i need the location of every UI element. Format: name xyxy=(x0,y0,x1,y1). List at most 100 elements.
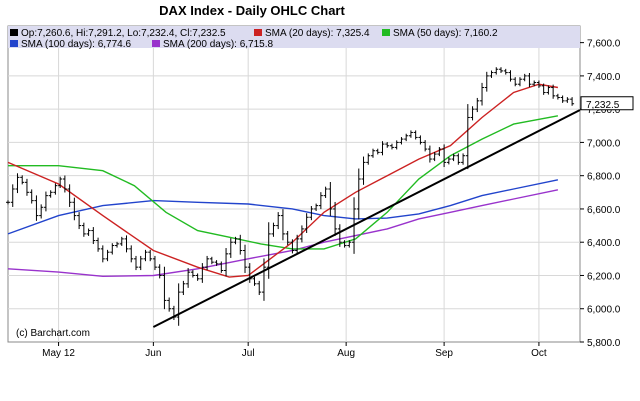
ohlc-bar xyxy=(129,245,134,263)
legend-band xyxy=(8,26,580,48)
last-price-marker: 7,232.5 xyxy=(580,96,634,111)
ohlc-bar xyxy=(484,71,489,92)
x-tick-label: Aug xyxy=(337,348,355,359)
ohlc-bar xyxy=(555,93,560,100)
ohlc-bar xyxy=(489,70,494,78)
ohlc-bar xyxy=(570,97,575,106)
ohlc-bar xyxy=(432,152,437,162)
y-tick-label: 7,200.0 xyxy=(587,105,621,116)
ohlc-bar xyxy=(20,175,25,185)
ohlc-bar xyxy=(181,280,186,296)
ohlc-bar xyxy=(285,230,290,246)
ohlc-bar xyxy=(503,68,508,75)
y-tick-label: 6,200.0 xyxy=(587,271,621,282)
x-tick-label: Oct xyxy=(531,348,547,359)
x-tick-label: May 12 xyxy=(42,348,75,359)
ohlc-bar xyxy=(105,249,110,262)
ohlc-bar xyxy=(110,243,115,255)
trendline xyxy=(152,109,581,328)
chart-title: DAX Index - Daily OHLC Chart xyxy=(159,3,345,18)
ohlc-bar xyxy=(39,204,44,219)
ohlc-bar xyxy=(389,143,394,150)
ohlc-bar xyxy=(6,200,10,205)
ohlc-bar xyxy=(280,209,285,241)
ohlc-bar xyxy=(176,283,181,326)
ohlc-bar xyxy=(72,197,77,221)
x-tick-label: Jun xyxy=(145,348,161,359)
ohlc-bar xyxy=(200,263,205,283)
ohlc-bar xyxy=(77,212,82,230)
sma100-line xyxy=(7,179,559,235)
ohlc-bar xyxy=(252,276,257,286)
ohlc-bar xyxy=(96,237,101,252)
sma20-line xyxy=(7,83,559,278)
x-tick-label: Jul xyxy=(242,348,255,359)
ohlc-bar xyxy=(29,189,34,204)
ohlc-bar xyxy=(81,222,86,237)
ohlc-bar xyxy=(465,104,470,170)
y-tick-label: 6,000.0 xyxy=(587,305,621,316)
ohlc-bar xyxy=(91,227,96,245)
ohlc-bar xyxy=(53,183,58,195)
ohlc-bar xyxy=(508,70,513,82)
ohlc-bar xyxy=(480,82,485,106)
ohlc-bar xyxy=(138,255,143,271)
ohlc-bar xyxy=(152,255,157,271)
ohlc-bar xyxy=(124,235,129,253)
legend-swatch-sma50 xyxy=(382,29,390,36)
ohlc-bar xyxy=(15,173,20,194)
ohlc-bar xyxy=(243,244,248,273)
ohlc-bar xyxy=(361,156,366,185)
legend-sma20: SMA (20 days): 7,325.4 xyxy=(265,28,370,39)
ohlc-bar xyxy=(399,137,404,145)
ohlc-bar xyxy=(423,140,428,152)
ohlc-bar xyxy=(347,240,352,248)
ohlc-bar xyxy=(295,234,300,255)
ohlc-bar xyxy=(209,256,214,265)
ohlc-bar xyxy=(456,153,461,165)
ohlc-bar xyxy=(24,178,29,196)
ohlc-bar xyxy=(299,225,304,243)
ohlc-bar xyxy=(517,77,522,87)
ohlc-bar xyxy=(261,258,266,301)
ohlc-bar xyxy=(380,141,385,156)
ohlc-bars xyxy=(6,67,575,326)
ohlc-bar xyxy=(58,176,63,188)
ohlc-bar xyxy=(536,80,541,88)
ohlc-bar xyxy=(314,203,319,211)
ohlc-bar xyxy=(356,168,361,220)
legend-sma50: SMA (50 days): 7,160.2 xyxy=(393,28,498,39)
ohlc-bar xyxy=(143,249,148,262)
x-axis-labels: May 12 Jun Jul Aug Sep Oct xyxy=(42,342,547,359)
ohlc-bar xyxy=(228,238,233,258)
ohlc-bar xyxy=(115,241,120,248)
x-tick-label: Sep xyxy=(435,348,453,359)
ohlc-bar xyxy=(385,142,390,148)
ohlc-bar xyxy=(224,248,229,277)
ohlc-bar xyxy=(100,245,105,263)
ohlc-bar xyxy=(119,236,124,246)
ohlc-bar xyxy=(43,191,48,212)
ohlc-bar xyxy=(494,67,499,75)
legend-ohlc: Op:7,260.6, Hi:7,291.2, Lo:7,232.4, Cl:7… xyxy=(21,28,226,39)
y-tick-label: 7,000.0 xyxy=(587,138,621,149)
ohlc-bar xyxy=(560,95,565,103)
ohlc-bar xyxy=(257,280,262,296)
legend-sma200: SMA (200 days): 6,715.8 xyxy=(163,39,274,50)
last-price-box xyxy=(580,96,634,111)
sma200-line xyxy=(7,189,559,278)
ohlc-bar xyxy=(404,133,409,142)
ohlc-bar xyxy=(67,184,72,207)
legend-swatch-ohlc xyxy=(10,29,18,36)
ohlc-bar xyxy=(461,153,466,165)
ohlc-bar xyxy=(157,264,162,279)
legend-swatch-sma200 xyxy=(152,40,160,47)
legend-swatch-sma20 xyxy=(254,29,262,36)
ohlc-bar xyxy=(532,80,537,87)
ohlc-bar xyxy=(195,273,200,281)
ohlc-bar xyxy=(427,145,432,163)
ohlc-bar xyxy=(541,83,546,95)
y-tick-label: 6,800.0 xyxy=(587,172,621,183)
ohlc-bar xyxy=(565,97,570,103)
ohlc-bar xyxy=(475,97,480,113)
